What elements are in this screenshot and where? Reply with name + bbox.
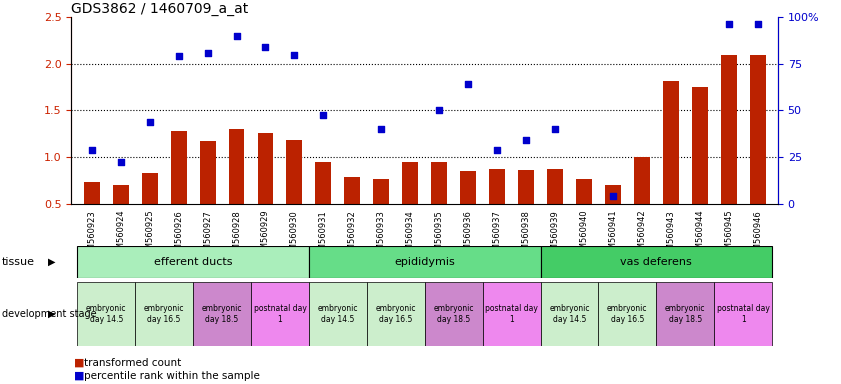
Bar bbox=[541, 282, 599, 346]
Point bbox=[172, 53, 185, 60]
Point bbox=[201, 50, 214, 56]
Bar bbox=[77, 282, 135, 346]
Bar bbox=[518, 170, 534, 250]
Point bbox=[519, 137, 532, 143]
Bar bbox=[315, 162, 331, 250]
Bar bbox=[257, 133, 273, 250]
Text: embryonic
day 18.5: embryonic day 18.5 bbox=[202, 304, 242, 324]
Text: ▶: ▶ bbox=[48, 257, 56, 267]
Bar bbox=[721, 55, 737, 250]
Point bbox=[462, 81, 475, 88]
Text: efferent ducts: efferent ducts bbox=[154, 257, 232, 267]
Text: transformed count: transformed count bbox=[84, 358, 182, 368]
Bar bbox=[749, 55, 765, 250]
Bar bbox=[692, 87, 708, 250]
Text: embryonic
day 18.5: embryonic day 18.5 bbox=[433, 304, 474, 324]
Bar bbox=[576, 179, 592, 250]
Text: postnatal day
1: postnatal day 1 bbox=[253, 304, 306, 324]
Bar bbox=[135, 282, 193, 346]
Point bbox=[490, 146, 504, 152]
Point bbox=[288, 51, 301, 58]
Bar bbox=[605, 185, 621, 250]
Bar bbox=[714, 282, 772, 346]
Text: ■: ■ bbox=[74, 358, 84, 368]
Text: embryonic
day 14.5: embryonic day 14.5 bbox=[86, 304, 126, 324]
Bar bbox=[425, 282, 483, 346]
Bar bbox=[373, 179, 389, 250]
Bar bbox=[287, 140, 303, 250]
Bar bbox=[367, 282, 425, 346]
Bar bbox=[309, 246, 541, 278]
Text: vas deferens: vas deferens bbox=[621, 257, 692, 267]
Point bbox=[259, 44, 272, 50]
Point bbox=[85, 146, 98, 152]
Text: embryonic
day 14.5: embryonic day 14.5 bbox=[549, 304, 590, 324]
Bar bbox=[483, 282, 541, 346]
Text: ■: ■ bbox=[74, 371, 84, 381]
Bar bbox=[251, 282, 309, 346]
Bar bbox=[547, 169, 563, 250]
Point bbox=[114, 159, 128, 165]
Text: embryonic
day 14.5: embryonic day 14.5 bbox=[318, 304, 358, 324]
Point bbox=[432, 108, 446, 114]
Bar bbox=[193, 282, 251, 346]
Point bbox=[722, 21, 735, 27]
Text: development stage: development stage bbox=[2, 309, 97, 319]
Point bbox=[374, 126, 388, 132]
Bar bbox=[431, 162, 447, 250]
Bar bbox=[344, 177, 360, 250]
Text: embryonic
day 18.5: embryonic day 18.5 bbox=[665, 304, 706, 324]
Text: postnatal day
1: postnatal day 1 bbox=[485, 304, 538, 324]
Bar bbox=[84, 182, 100, 250]
Bar bbox=[77, 246, 309, 278]
Bar bbox=[199, 141, 215, 250]
Point bbox=[751, 21, 764, 27]
Text: tissue: tissue bbox=[2, 257, 34, 267]
Bar bbox=[460, 171, 476, 250]
Text: percentile rank within the sample: percentile rank within the sample bbox=[84, 371, 260, 381]
Bar bbox=[141, 173, 157, 250]
Bar bbox=[634, 157, 650, 250]
Bar bbox=[541, 246, 772, 278]
Point bbox=[548, 126, 562, 132]
Bar bbox=[489, 169, 505, 250]
Bar bbox=[309, 282, 367, 346]
Bar bbox=[229, 129, 245, 250]
Point bbox=[230, 33, 243, 39]
Bar bbox=[599, 282, 656, 346]
Text: ▶: ▶ bbox=[48, 309, 56, 319]
Bar bbox=[656, 282, 714, 346]
Bar bbox=[402, 162, 418, 250]
Bar bbox=[171, 131, 187, 250]
Point bbox=[606, 193, 620, 199]
Text: GDS3862 / 1460709_a_at: GDS3862 / 1460709_a_at bbox=[71, 2, 249, 16]
Bar bbox=[663, 81, 679, 250]
Text: epididymis: epididymis bbox=[394, 257, 455, 267]
Text: embryonic
day 16.5: embryonic day 16.5 bbox=[144, 304, 184, 324]
Text: postnatal day
1: postnatal day 1 bbox=[717, 304, 770, 324]
Point bbox=[143, 119, 156, 125]
Text: embryonic
day 16.5: embryonic day 16.5 bbox=[375, 304, 416, 324]
Point bbox=[317, 112, 331, 118]
Bar bbox=[113, 185, 129, 250]
Text: embryonic
day 16.5: embryonic day 16.5 bbox=[607, 304, 648, 324]
